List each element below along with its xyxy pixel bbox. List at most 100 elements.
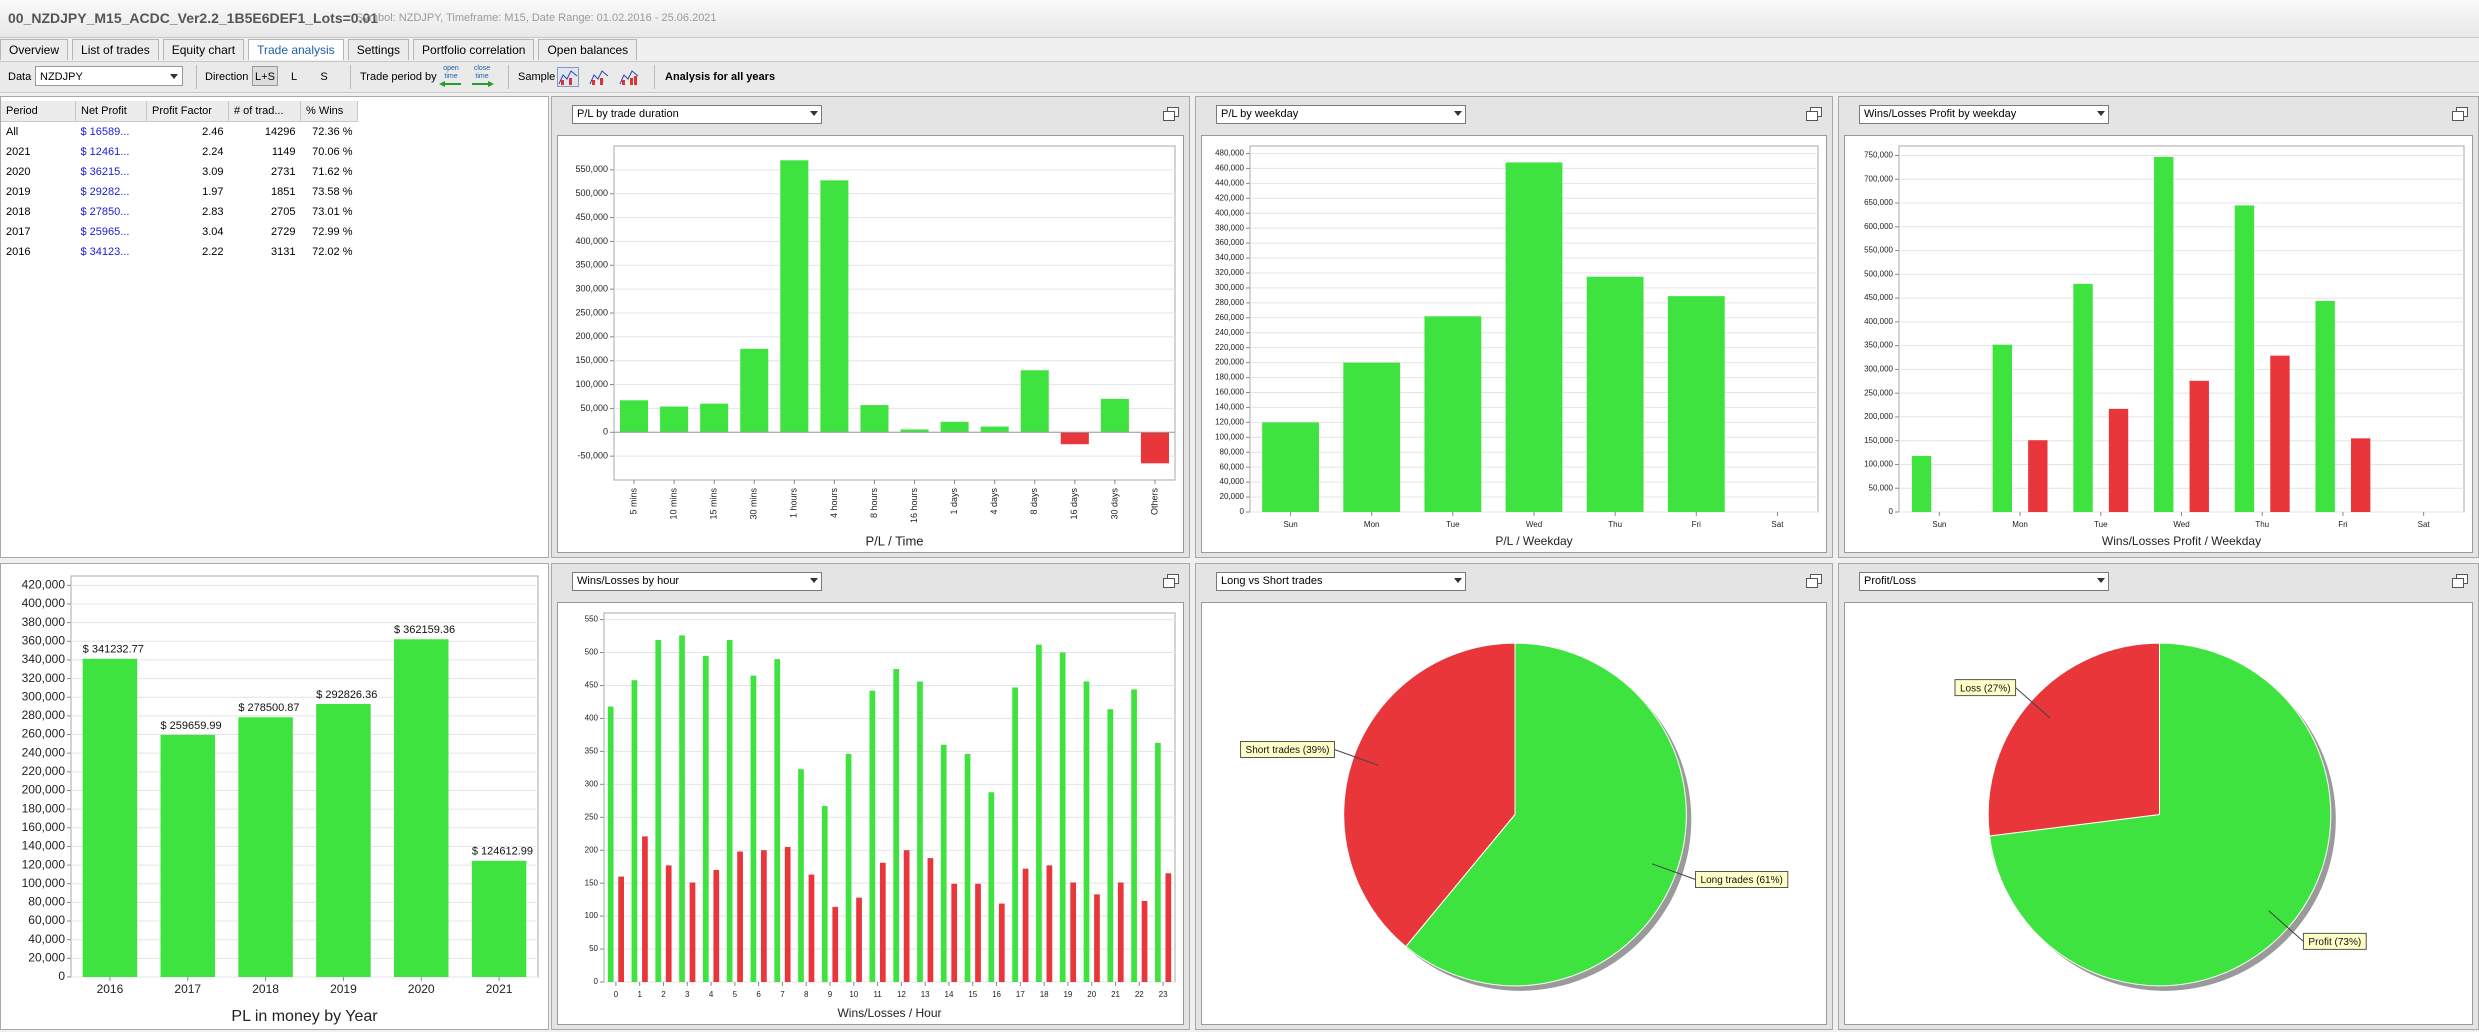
chart: Long trades (61%) Short trades (39%)	[1201, 602, 1827, 1025]
x-tick-label: Mon	[1364, 520, 1380, 529]
y-tick-label: 60,000	[28, 913, 65, 927]
chart-select[interactable]: P/L by trade duration	[572, 105, 822, 124]
chart-select-text: Wins/Losses Profit by weekday	[1864, 108, 2017, 120]
sample-icon[interactable]	[588, 67, 610, 87]
sample-icon[interactable]	[618, 67, 640, 87]
bar	[700, 403, 729, 433]
table-row[interactable]: 2020 $ 36215... 3.09 2731 71.62 %	[1, 162, 358, 182]
column-header[interactable]: Net Profit	[75, 101, 147, 122]
table-cell: 73.58 %	[312, 186, 353, 198]
period-table: Period Net Profit Profit Factor # of tra…	[1, 101, 358, 262]
y-tick-label: 150	[585, 878, 599, 887]
y-tick-label: 120,000	[1215, 417, 1244, 426]
y-tick-label: 40,000	[28, 932, 65, 946]
data-select[interactable]: NZDJPY	[35, 66, 183, 86]
x-tick-label: 18	[1040, 990, 1049, 999]
maximize-button[interactable]	[1806, 574, 1822, 588]
y-tick-label: 240,000	[22, 745, 66, 759]
bar	[900, 429, 929, 433]
tab-active[interactable]: Trade analysis	[248, 39, 344, 60]
chart-select[interactable]: Wins/Losses Profit by weekday	[1859, 105, 2109, 124]
x-axis-label: Wins/Losses / Hour	[837, 1006, 941, 1020]
tab[interactable]: List of trades	[72, 39, 159, 60]
bar	[798, 769, 804, 982]
tab[interactable]: Equity chart	[162, 39, 245, 60]
x-tick-label: Tue	[1446, 520, 1460, 529]
chart-select[interactable]: Profit/Loss	[1859, 572, 2109, 591]
x-tick-label: 4 hours	[829, 488, 839, 519]
y-tick-label: 450,000	[575, 212, 608, 222]
maximize-button[interactable]	[1806, 107, 1822, 121]
x-tick-label: 10	[849, 990, 858, 999]
maximize-button[interactable]	[2452, 107, 2468, 121]
table-row[interactable]: 2021 $ 12461... 2.24 1149 70.06 %	[1, 142, 358, 162]
bar	[893, 669, 900, 982]
slice-label: Loss (27%)	[1954, 679, 2051, 719]
table-cell: 2017	[6, 226, 31, 238]
maximize-button[interactable]	[2452, 574, 2468, 588]
separator	[508, 65, 509, 89]
y-tick-label: 220,000	[1215, 343, 1244, 352]
open-time-button[interactable]: open time	[438, 65, 464, 90]
bar	[856, 897, 862, 982]
y-tick-label: 280,000	[1215, 298, 1244, 307]
direction-button[interactable]: L	[290, 71, 298, 83]
column-header[interactable]: Period	[1, 101, 76, 122]
y-tick-label: 350	[585, 746, 599, 755]
tab[interactable]: Open balances	[538, 39, 638, 60]
table-row[interactable]: 2017 $ 25965... 3.04 2729 72.99 %	[1, 222, 358, 242]
x-axis-label: P/L / Time	[865, 533, 923, 548]
table-cell: 70.06 %	[312, 146, 353, 158]
y-tick-label: 500,000	[1864, 269, 1893, 278]
chart-select[interactable]: Long vs Short trades	[1216, 572, 1466, 591]
x-tick-label: 12	[897, 990, 906, 999]
table-row[interactable]: 2016 $ 34123... 2.22 3131 72.02 %	[1, 242, 358, 262]
y-tick-label: 100,000	[575, 379, 608, 389]
bar	[784, 846, 791, 982]
y-tick-label: 160,000	[1215, 388, 1244, 397]
y-tick-label: 240,000	[1215, 328, 1244, 337]
x-tick-label: 2016	[97, 982, 124, 996]
table-cell: 1851	[271, 186, 296, 198]
close-time-button[interactable]: close time	[468, 65, 496, 90]
direction-button[interactable]: S	[320, 71, 328, 83]
x-tick-label: 16 days	[1069, 488, 1079, 520]
table-row[interactable]: 2018 $ 27850... 2.83 2705 73.01 %	[1, 202, 358, 222]
bar	[82, 658, 138, 977]
chart-select[interactable]: P/L by weekday	[1216, 105, 1466, 124]
dropdown-arrow	[170, 74, 178, 79]
tab[interactable]: Overview	[0, 39, 69, 60]
bar	[740, 348, 769, 433]
tab[interactable]: Portfolio correlation	[413, 39, 535, 60]
x-tick-label: 8	[804, 990, 809, 999]
y-tick-label: 460,000	[1215, 164, 1244, 173]
bar	[1020, 370, 1049, 433]
bar	[927, 858, 934, 982]
bar	[660, 406, 689, 433]
column-header[interactable]: # of trad...	[228, 101, 301, 122]
column-header[interactable]: Profit Factor	[146, 101, 229, 122]
bar	[951, 883, 958, 982]
maximize-button[interactable]	[1163, 107, 1179, 121]
y-tick-label: 400,000	[1215, 208, 1244, 217]
tab[interactable]: Settings	[347, 39, 410, 60]
y-tick-label: 420,000	[22, 577, 66, 591]
x-tick-label: 10 mins	[668, 488, 678, 520]
y-tick-label: 380,000	[1215, 223, 1244, 232]
bar	[1140, 432, 1169, 464]
y-tick-label: 200	[585, 845, 599, 854]
column-header[interactable]: % Wins	[300, 101, 358, 122]
y-tick-label: 0	[603, 427, 608, 437]
table-cell: All	[6, 126, 19, 138]
sample-icon[interactable]	[557, 67, 579, 87]
y-tick-label: 250,000	[575, 307, 608, 317]
table-row[interactable]: 2019 $ 29282... 1.97 1851 73.58 %	[1, 182, 358, 202]
table-cell: 2.83	[202, 206, 224, 218]
y-tick-label: 260,000	[22, 727, 66, 741]
y-tick-label: 500	[585, 648, 599, 657]
table-row[interactable]: All $ 16589... 2.46 14296 72.36 %	[1, 122, 358, 143]
chart-select[interactable]: Wins/Losses by hour	[572, 572, 822, 591]
y-tick-label: 750,000	[1864, 151, 1893, 160]
direction-button[interactable]: L+S	[252, 66, 278, 86]
maximize-button[interactable]	[1163, 574, 1179, 588]
